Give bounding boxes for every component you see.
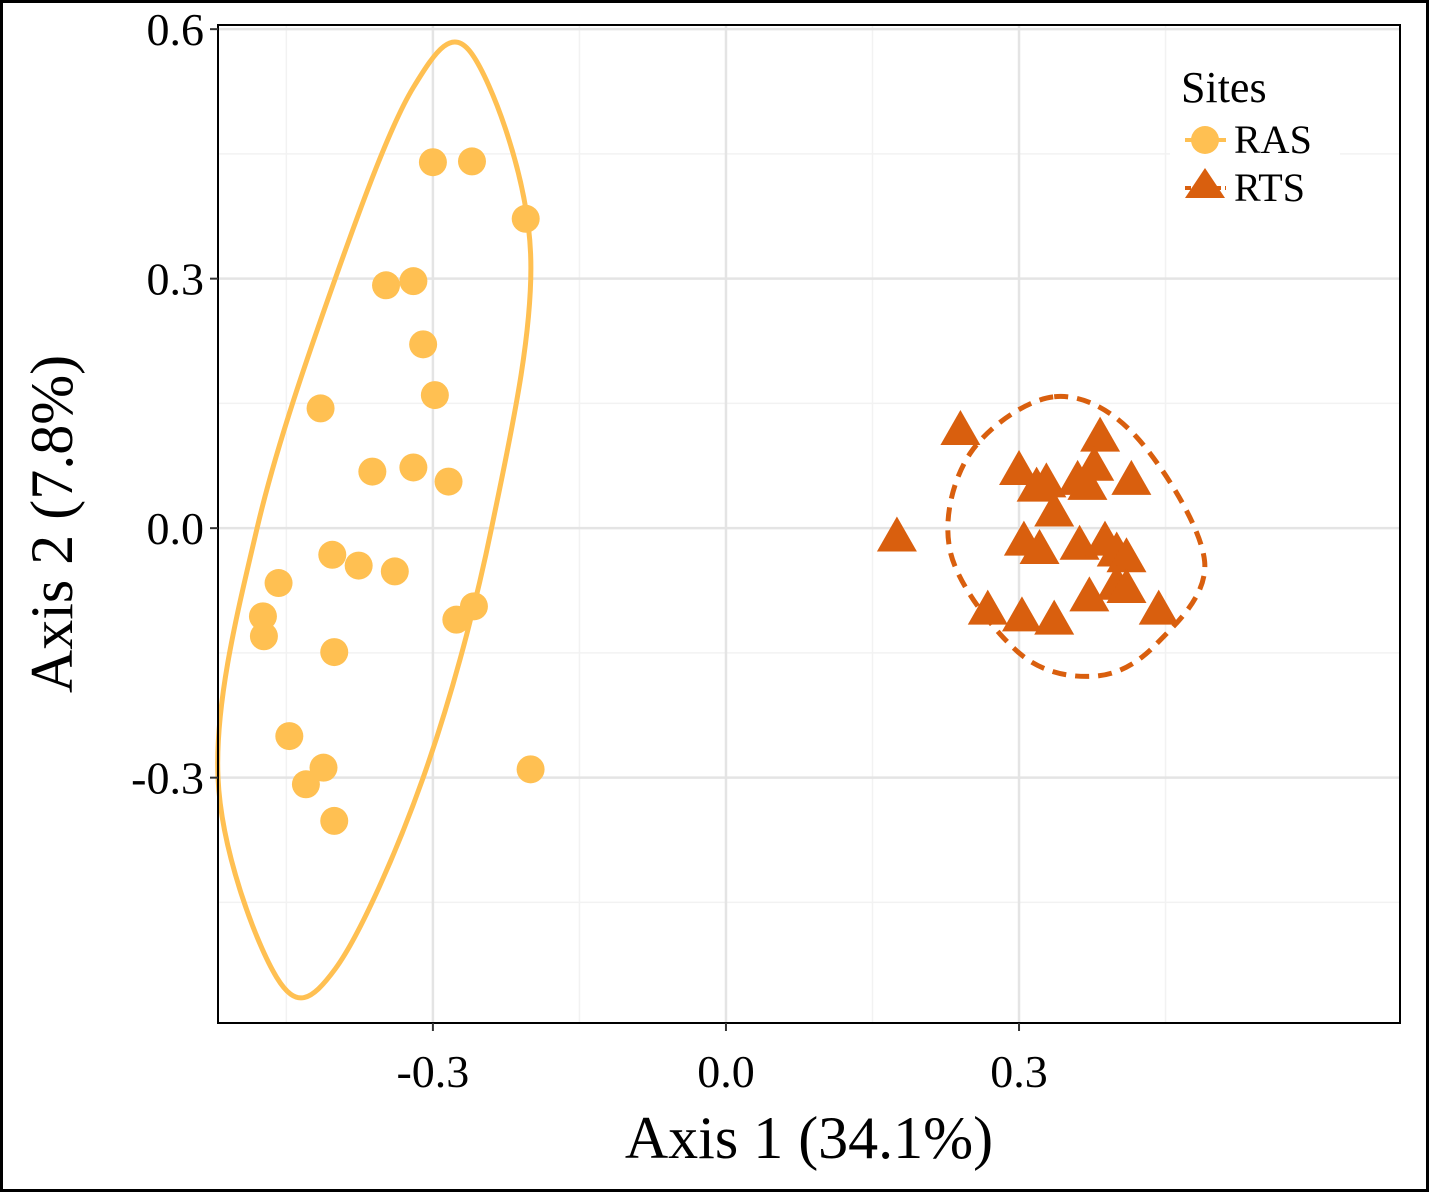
x-tick-label: 0.0: [697, 1046, 755, 1097]
point-ras: [291, 770, 320, 799]
data-points: [248, 147, 1179, 835]
ellipse-ras: [215, 39, 534, 1001]
point-ras: [306, 394, 335, 423]
legend-label-rts: RTS: [1234, 165, 1305, 210]
point-rts: [1034, 599, 1075, 635]
point-ras: [344, 551, 373, 580]
legend-label-ras: RAS: [1234, 117, 1312, 162]
point-ras: [459, 592, 488, 621]
legend: Sites RAS RTS: [1170, 56, 1340, 226]
legend-title: Sites: [1181, 63, 1267, 112]
legend-key-triangle-rts: [1185, 168, 1225, 198]
point-ras: [434, 467, 463, 496]
point-ras: [249, 622, 278, 651]
point-rts: [967, 589, 1008, 625]
point-rts: [1067, 464, 1108, 500]
point-ras: [409, 330, 438, 359]
x-axis-title: Axis 1 (34.1%): [625, 1105, 993, 1171]
legend-key-circle-ras: [1191, 126, 1219, 154]
point-ras: [320, 806, 349, 835]
point-rts: [1106, 568, 1147, 604]
point-rts: [940, 410, 981, 446]
plot-panel-border: [217, 24, 1401, 1024]
axis-ticks: -0.3 0.0 0.3 -0.3 0.0 0.3 0.6: [131, 4, 1048, 1097]
x-tick-label: 0.3: [990, 1046, 1048, 1097]
confidence-ellipses: [215, 39, 1208, 1001]
minor-gridlines: [218, 25, 1400, 1023]
point-ras: [275, 722, 304, 751]
point-rts: [1034, 491, 1075, 527]
y-tick-label: 0.3: [147, 254, 205, 305]
point-ras: [511, 204, 540, 233]
point-ras: [320, 638, 349, 667]
point-rts: [1019, 528, 1060, 564]
point-ras: [420, 381, 449, 410]
point-rts: [1016, 466, 1057, 502]
point-ras: [457, 147, 486, 176]
y-tick-label: 0.0: [147, 503, 205, 554]
point-rts: [1001, 596, 1042, 632]
point-ras: [418, 148, 447, 177]
point-ras: [516, 755, 545, 784]
point-ras: [399, 267, 428, 296]
point-ras: [309, 753, 338, 782]
point-ras: [399, 453, 428, 482]
point-rts: [1138, 589, 1179, 625]
x-tick-label: -0.3: [396, 1046, 469, 1097]
point-ras: [248, 602, 277, 631]
y-tick-label: -0.3: [131, 753, 204, 804]
point-ras: [264, 569, 293, 598]
point-rts: [1111, 459, 1152, 495]
point-ras: [380, 557, 409, 586]
y-axis-title: Axis 2 (7.8%): [19, 355, 85, 693]
point-rts: [876, 516, 917, 552]
point-ras: [372, 271, 401, 300]
y-tick-label: 0.6: [147, 4, 205, 55]
ellipse-rts: [945, 393, 1208, 679]
point-rts: [1080, 416, 1121, 452]
point-rts: [1106, 537, 1147, 573]
point-rts: [999, 449, 1040, 485]
point-ras: [358, 457, 387, 486]
point-ras: [318, 540, 347, 569]
point-rts: [1069, 576, 1110, 612]
